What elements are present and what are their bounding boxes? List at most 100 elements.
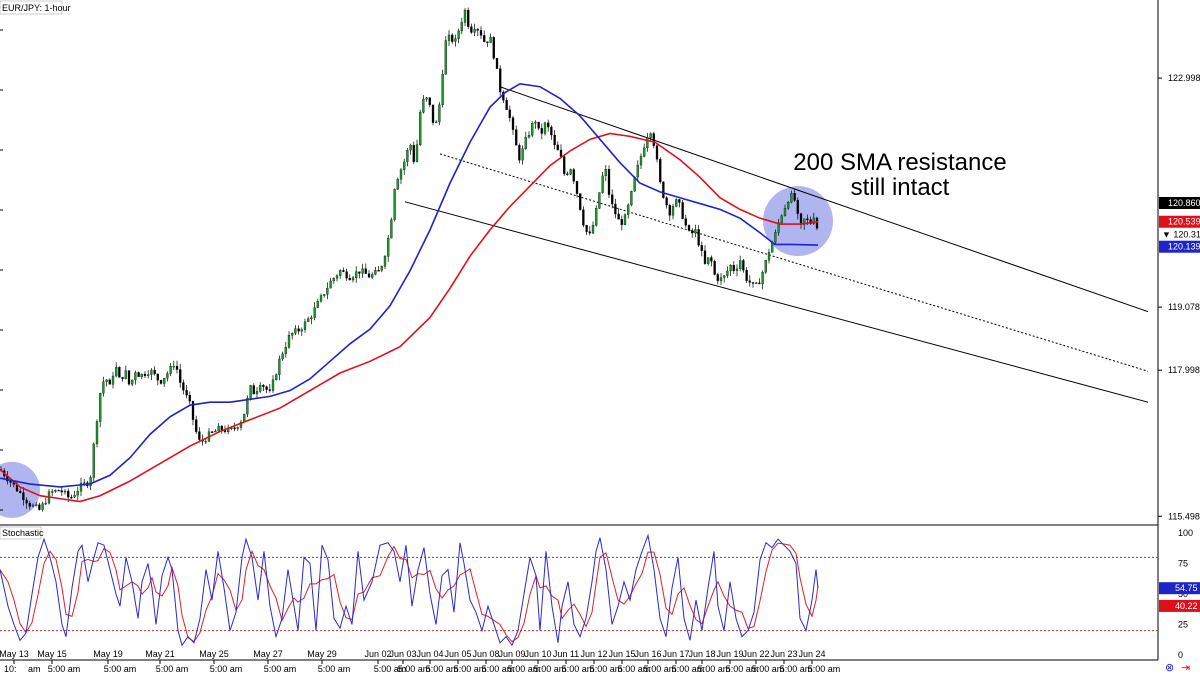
candle-body-105: [335, 275, 339, 279]
date-label-20: Jun 19: [716, 649, 743, 659]
candle-body-219: [700, 245, 703, 251]
candle-body-184: [588, 231, 591, 234]
time-label-4: 5:00 am: [156, 664, 189, 674]
date-label-21: Jun 22: [742, 649, 769, 659]
candle-body-143: [457, 30, 460, 39]
candle-body-239: [764, 260, 767, 273]
sma-100-line: [0, 82, 819, 488]
candle-body-126: [403, 161, 406, 170]
time-label-17: 5:00 am: [618, 664, 651, 674]
candle-body-11: [35, 504, 38, 506]
candle-body-6: [19, 490, 22, 493]
candle-body-197: [630, 191, 633, 206]
candle-body-45: [143, 373, 147, 376]
annotation-line-2: still intact: [851, 174, 950, 201]
candle-body-34: [108, 379, 111, 385]
candle-body-91: [291, 332, 294, 336]
candle-body-139: [444, 40, 447, 75]
stoch-tick-4: 0: [1178, 650, 1183, 660]
time-label-7: 5:00 am: [318, 664, 351, 674]
candle-body-23: [73, 494, 76, 498]
candle-body-140: [447, 34, 451, 41]
candle-body-166: [531, 123, 534, 136]
stoch-d-line: [0, 542, 819, 643]
link-icon[interactable]: ⊗: [1165, 661, 1174, 674]
candle-body-129: [412, 145, 415, 162]
price-tag-label-2: ▼ 120.317: [1162, 230, 1200, 240]
candle-body-94: [300, 329, 303, 332]
candle-body-73: [233, 427, 236, 430]
candle-body-229: [732, 265, 735, 271]
date-label-5: May 27: [253, 649, 283, 659]
candle-body-234: [748, 280, 751, 283]
candle-body-19: [60, 490, 63, 493]
candle-body-31: [99, 393, 102, 422]
date-label-22: Jun 23: [770, 649, 797, 659]
candle-body-81: [259, 385, 262, 392]
candle-body-17: [54, 489, 57, 492]
stochastic-pane[interactable]: [0, 533, 1158, 647]
candle-body-75: [239, 421, 243, 428]
time-label-3: 5:00 am: [104, 664, 137, 674]
candle-body-251: [803, 218, 806, 225]
candle-body-22: [70, 496, 73, 499]
candle-body-153: [489, 37, 492, 43]
candle-body-49: [156, 373, 159, 381]
candle-body-18: [57, 489, 60, 492]
candle-body-189: [604, 169, 607, 177]
time-label-5: 5:00 am: [210, 664, 243, 674]
candle-body-54: [172, 365, 175, 368]
price-tag-bg-2: [1159, 228, 1200, 241]
candle-body-98: [313, 307, 316, 318]
candle-body-120: [383, 256, 387, 267]
price-tick-label-0: 122.998: [1168, 73, 1200, 83]
candle-body-68: [217, 425, 220, 432]
stoch-tag-bg-1: [1159, 599, 1200, 612]
candle-body-21: [67, 490, 70, 498]
candle-body-46: [147, 374, 150, 376]
price-pane[interactable]: [0, 7, 1149, 518]
candle-body-132: [422, 98, 425, 113]
date-label-18: Jun 17: [662, 649, 689, 659]
candle-body-245: [783, 208, 787, 216]
candle-body-236: [755, 282, 758, 285]
candle-body-217: [694, 229, 697, 234]
candle-body-199: [636, 164, 639, 178]
candle-body-58: [185, 390, 188, 396]
candle-body-102: [326, 287, 329, 295]
candle-body-228: [729, 265, 732, 272]
scroll-end-icon[interactable]: ⇥: [1181, 661, 1190, 674]
price-tag-bg-3: [1159, 240, 1200, 253]
candle-body-207: [662, 181, 665, 198]
date-label-3: May 21: [145, 649, 175, 659]
candle-body-150: [479, 30, 483, 36]
candle-body-115: [367, 273, 371, 278]
candle-body-160: [511, 117, 515, 130]
candle-body-92: [294, 328, 297, 334]
candle-body-141: [451, 34, 454, 42]
candle-body-135: [431, 104, 435, 123]
symbol-label: EUR/JPY: 1-hour: [2, 3, 71, 13]
candle-body-152: [486, 41, 489, 43]
time-label-0: 10:: [4, 664, 17, 674]
date-label-1: May 15: [37, 649, 67, 659]
candle-body-36: [115, 367, 118, 377]
candle-body-191: [611, 194, 614, 205]
channel-line-dashed-1: [439, 153, 1149, 372]
time-label-1: am: [28, 664, 41, 674]
candle-body-122: [390, 219, 393, 239]
candle-body-210: [671, 206, 675, 216]
candle-body-113: [361, 268, 364, 274]
date-label-14: Jun 11: [553, 649, 579, 659]
candle-body-156: [499, 68, 502, 93]
time-label-6: 5:00 am: [264, 664, 297, 674]
stoch-tick-3: 25: [1178, 620, 1188, 630]
candle-body-10: [31, 504, 35, 507]
candle-body-48: [153, 369, 156, 375]
candle-body-24: [76, 490, 79, 496]
stoch-tag-bg-0: [1159, 582, 1200, 595]
candle-body-170: [543, 122, 547, 134]
candle-body-227: [726, 270, 729, 276]
candle-body-142: [454, 38, 457, 42]
